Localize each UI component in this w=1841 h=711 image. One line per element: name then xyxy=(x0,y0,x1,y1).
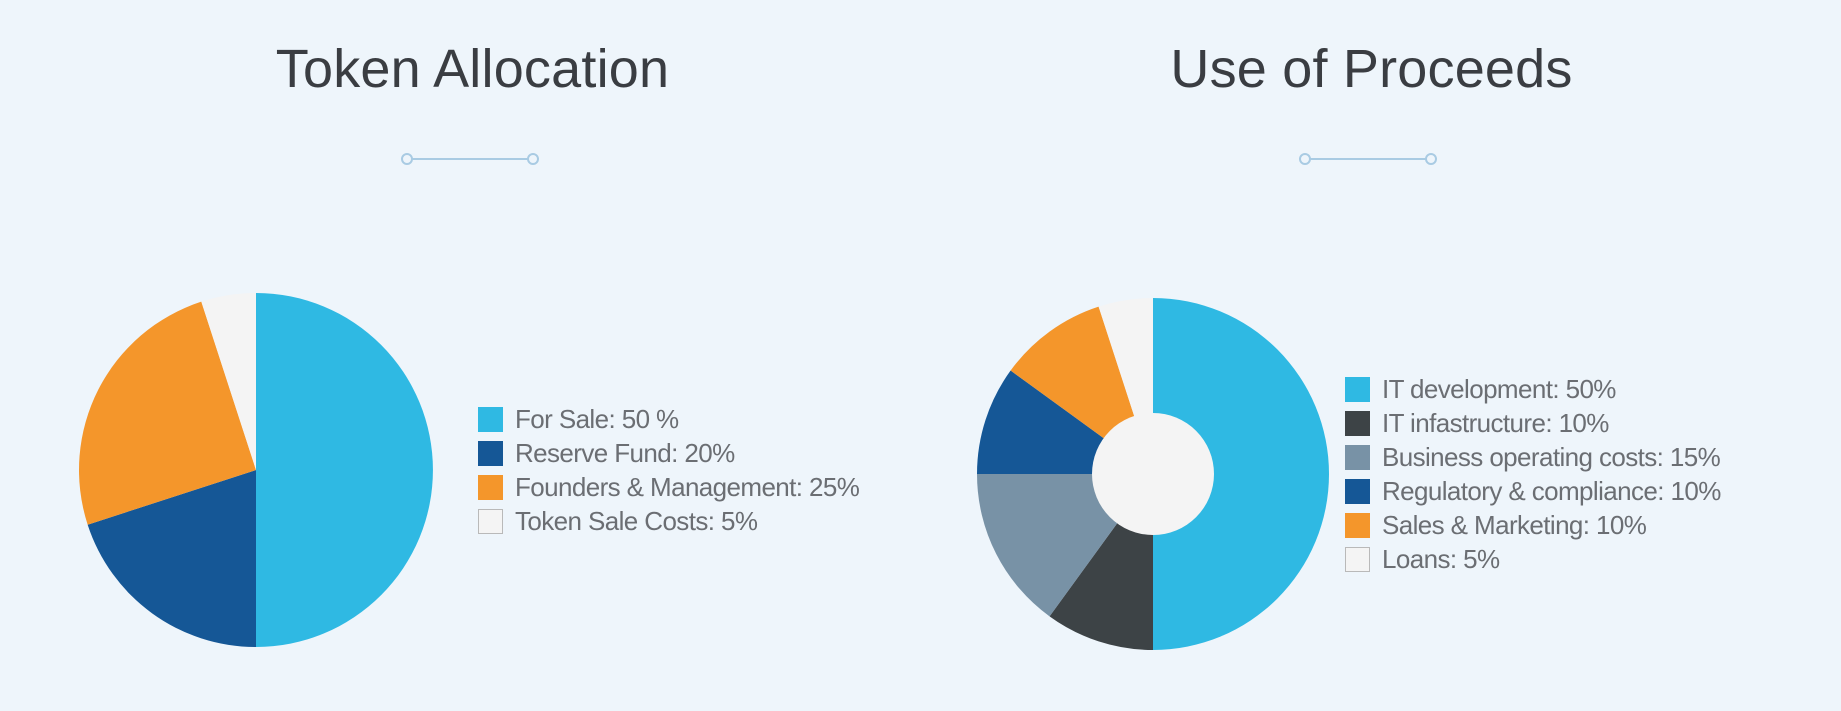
legend-label: Sales & Marketing: 10% xyxy=(1382,509,1647,540)
pie-slice-founders-management xyxy=(78,301,256,525)
legend-swatch xyxy=(478,406,503,432)
pie-slice-token-sale-costs xyxy=(201,293,256,470)
legend-item: Founders & Management: 25% xyxy=(478,470,860,504)
legend-item: IT development: 50% xyxy=(1345,372,1721,406)
legend-item: Token Sale Costs: 5% xyxy=(478,504,859,538)
legend-swatch xyxy=(478,440,503,466)
donut-chart xyxy=(977,298,1329,650)
legend-label: For Sale: 50 % xyxy=(515,403,679,434)
token-allocation-panel: Token Allocation For Sale: 50 % Reserve F… xyxy=(0,0,920,711)
legend-swatch xyxy=(478,508,503,534)
legend-swatch xyxy=(1345,444,1370,470)
pie-legend: For Sale: 50 % Reserve Fund: 20% Founders … xyxy=(478,402,860,538)
legend-label: IT infastructure: 10% xyxy=(1382,407,1609,438)
legend-swatch xyxy=(478,474,503,500)
legend-label: Founders & Management: 25% xyxy=(515,471,860,502)
title-divider xyxy=(401,153,539,165)
legend-swatch xyxy=(1345,410,1370,436)
legend-item: For Sale: 50 % xyxy=(478,402,859,436)
legend-item: Regulatory & compliance: 10% xyxy=(1345,474,1721,508)
pie-slice-it-development xyxy=(1153,298,1329,650)
legend-swatch xyxy=(1345,376,1370,402)
legend-item: Reserve Fund: 20% xyxy=(478,436,859,470)
legend-label: IT development: 50% xyxy=(1382,373,1616,404)
donut-hole xyxy=(1092,413,1214,535)
legend-label: Regulatory & compliance: 10% xyxy=(1382,475,1721,506)
donut-legend: IT development: 50% IT infastructure: 10%… xyxy=(1345,372,1721,576)
legend-item: Loans: 5% xyxy=(1345,542,1721,576)
legend-swatch xyxy=(1345,546,1370,572)
legend-swatch xyxy=(1345,512,1370,538)
title-divider xyxy=(1299,153,1437,165)
pie-slice-for-sale xyxy=(256,293,433,647)
legend-label: Business operating costs: 15% xyxy=(1382,441,1721,472)
legend-item: IT infastructure: 10% xyxy=(1345,406,1721,440)
legend-item: Sales & Marketing: 10% xyxy=(1345,508,1721,542)
chart-title-token-allocation: Token Allocation xyxy=(275,39,670,99)
legend-item: Business operating costs: 15% xyxy=(1345,440,1721,474)
legend-label: Reserve Fund: 20% xyxy=(515,437,735,468)
legend-swatch xyxy=(1345,478,1370,504)
pie-slice-reserve-fund xyxy=(87,470,256,647)
chart-title-use-of-proceeds: Use of Proceeds xyxy=(1170,39,1573,99)
legend-label: Loans: 5% xyxy=(1382,543,1500,574)
legend-label: Token Sale Costs: 5% xyxy=(515,505,758,536)
use-of-proceeds-panel: Use of Proceeds IT development: 50% IT in… xyxy=(920,0,1841,711)
pie-chart xyxy=(78,293,433,647)
